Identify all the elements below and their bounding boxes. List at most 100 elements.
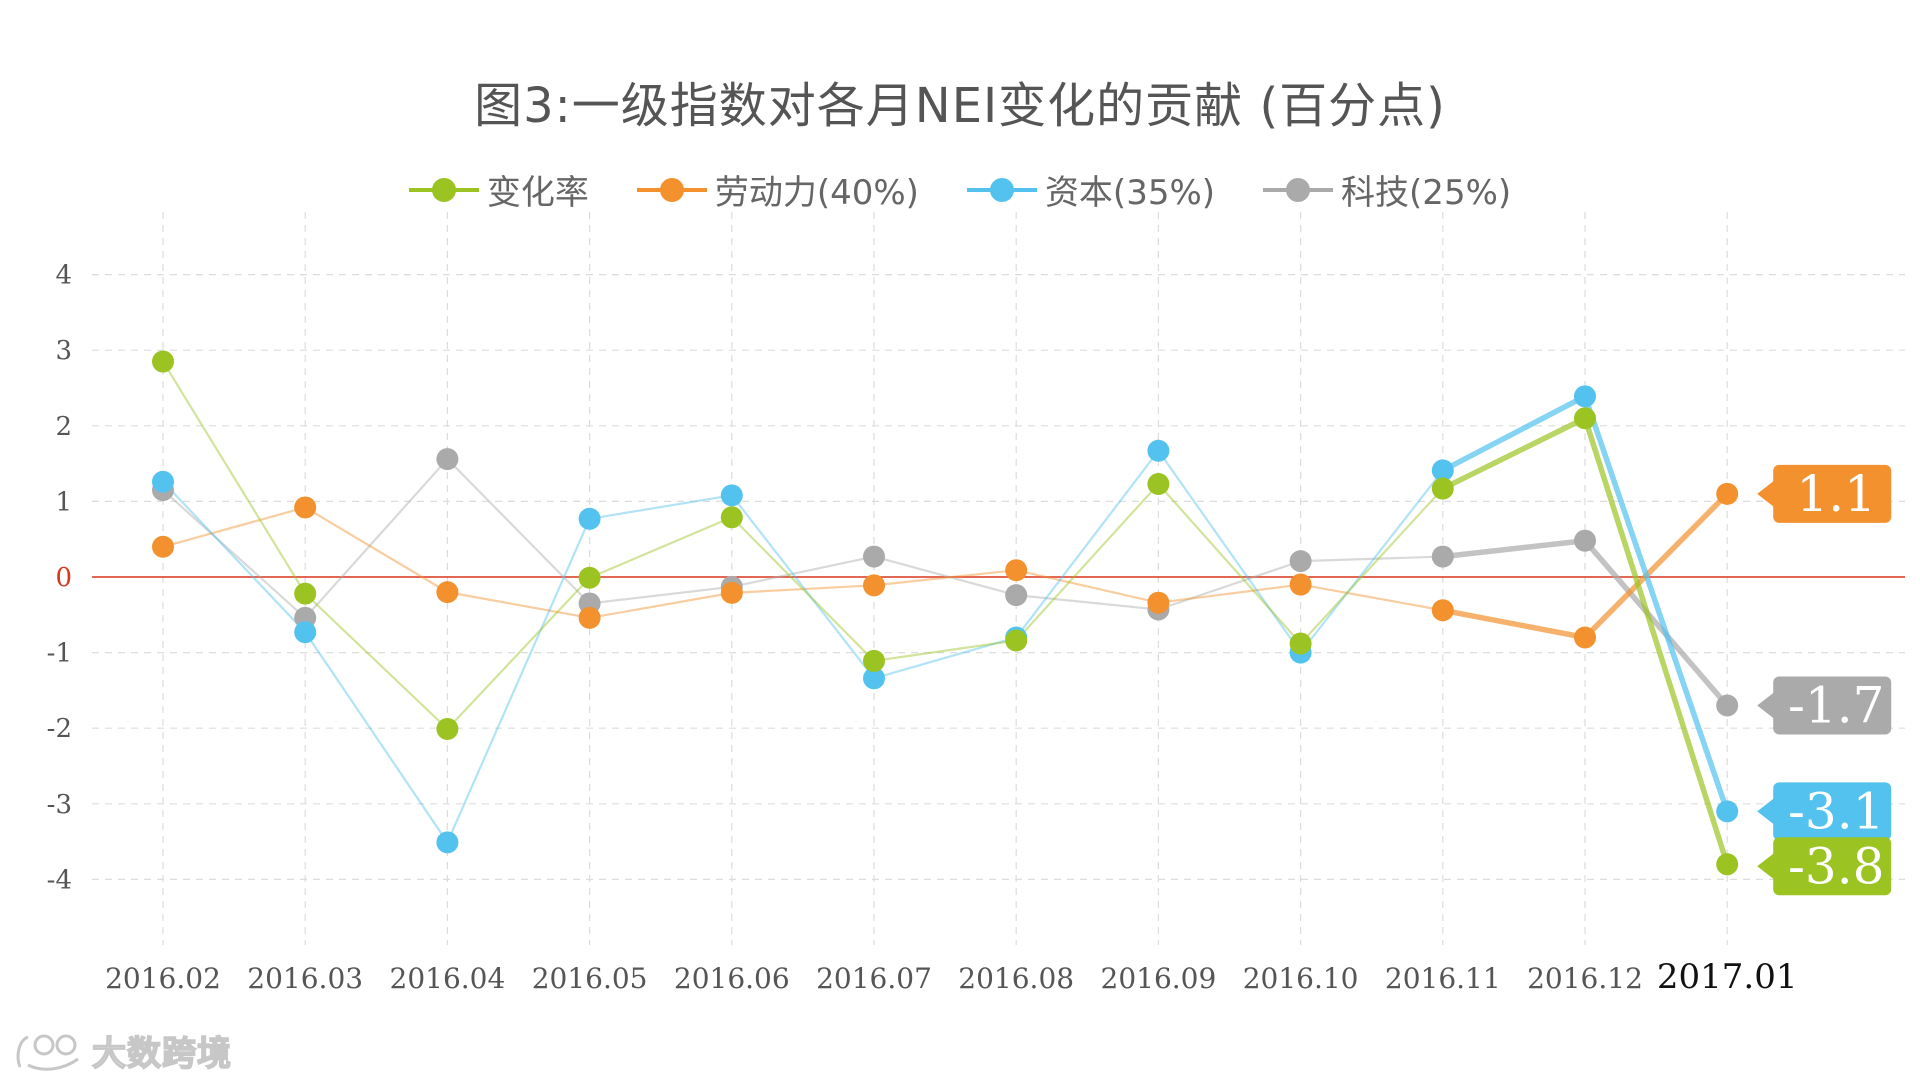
watermark-text: 大数跨境 xyxy=(91,1033,232,1075)
x-tick-label: 2016.12 xyxy=(1527,962,1643,995)
legend-label: 劳动力(40%) xyxy=(714,173,919,213)
x-tick-label: 2017.01 xyxy=(1657,957,1798,997)
x-tick-label: 2016.02 xyxy=(105,962,221,995)
data-point[interactable] xyxy=(1716,853,1739,876)
data-point[interactable] xyxy=(863,649,885,672)
data-point[interactable] xyxy=(1147,591,1170,614)
x-tick-label: 2016.09 xyxy=(1101,962,1217,995)
y-tick-label: -3 xyxy=(47,790,72,820)
series-line-segment xyxy=(1440,537,1588,560)
series-line-segment xyxy=(446,591,591,619)
series-line-segment xyxy=(730,584,876,594)
x-tick-label: 2016.11 xyxy=(1385,962,1501,995)
y-tick-label: 2 xyxy=(55,412,72,442)
series-line-segment xyxy=(304,506,449,594)
data-point[interactable] xyxy=(1716,482,1739,505)
y-tick-label: -2 xyxy=(47,714,72,744)
y-tick-label: 1 xyxy=(55,487,72,517)
x-tick-label: 2016.04 xyxy=(390,962,506,995)
data-point[interactable] xyxy=(1574,385,1596,408)
data-point[interactable] xyxy=(436,581,459,604)
data-point[interactable] xyxy=(1289,632,1312,655)
series-line-segment xyxy=(446,457,591,605)
series-line-segment xyxy=(1582,393,1730,815)
series-line-segment xyxy=(1582,415,1730,868)
series-line-segment xyxy=(304,457,449,619)
series-line-segment xyxy=(1299,583,1444,612)
legend-swatch xyxy=(408,177,479,202)
data-point[interactable] xyxy=(436,831,459,854)
data-point[interactable] xyxy=(1147,439,1170,462)
data-point[interactable] xyxy=(436,448,459,471)
data-point[interactable] xyxy=(1431,545,1454,568)
data-point[interactable] xyxy=(1431,459,1454,482)
watermark-logo-icon xyxy=(16,1034,79,1071)
series-line-segment xyxy=(1015,594,1160,611)
grid xyxy=(92,212,1905,945)
series-line-segment xyxy=(304,631,449,844)
data-point[interactable] xyxy=(1289,573,1312,596)
data-point[interactable] xyxy=(578,566,601,589)
data-point[interactable] xyxy=(152,470,174,493)
data-point[interactable] xyxy=(152,535,174,558)
data-point[interactable] xyxy=(1289,550,1312,573)
legend-label: 变化率 xyxy=(486,173,589,213)
x-tick-label: 2016.07 xyxy=(816,962,932,995)
data-point[interactable] xyxy=(578,507,601,530)
data-point[interactable] xyxy=(436,717,459,740)
series-line-segment xyxy=(588,591,733,619)
y-tick-label: 4 xyxy=(55,261,72,291)
series-line-segment xyxy=(872,636,1018,680)
x-tick-label: 2016.05 xyxy=(532,962,648,995)
series-line-segment xyxy=(730,494,876,680)
data-point[interactable] xyxy=(1147,473,1170,496)
series-line-segment xyxy=(1440,393,1588,474)
series-line-segment xyxy=(588,585,733,605)
series-line-segment xyxy=(161,480,307,634)
legend-swatch xyxy=(1263,177,1334,202)
data-point[interactable] xyxy=(1431,477,1454,500)
series xyxy=(152,350,1739,876)
series-line-segment xyxy=(1299,487,1444,645)
chart-title: 图3:一级指数对各月NEI变化的贡献 (百分点) xyxy=(474,78,1446,134)
data-point[interactable] xyxy=(1574,626,1596,649)
y-tick-label: 0 xyxy=(55,563,72,593)
series-line-segment xyxy=(161,360,307,595)
axes: 4 3 2 1 0 -1 -2 -3 -4 2016.02 2016.03 2016.04 2016.0… xyxy=(47,261,1905,997)
data-point[interactable] xyxy=(294,582,317,605)
data-point[interactable] xyxy=(1005,559,1028,582)
data-point[interactable] xyxy=(863,667,885,690)
series-line-segment xyxy=(304,592,449,731)
data-point[interactable] xyxy=(863,545,885,568)
legend-item-labor[interactable]: 劳动力(40%) xyxy=(636,165,919,214)
data-point[interactable] xyxy=(720,484,743,507)
series-line-segment xyxy=(1157,449,1302,654)
data-point[interactable] xyxy=(578,606,601,629)
data-point[interactable] xyxy=(1574,407,1596,430)
data-point[interactable] xyxy=(1574,529,1596,552)
data-point[interactable] xyxy=(1431,599,1454,622)
data-point[interactable] xyxy=(294,621,317,644)
legend-label: 科技(25%) xyxy=(1341,173,1512,213)
end-value-label: 1.1 xyxy=(1757,464,1892,523)
legend-item-capital[interactable]: 资本(35%) xyxy=(966,165,1215,214)
end-value-text: -3.1 xyxy=(1788,782,1884,840)
data-point[interactable] xyxy=(720,506,743,529)
series-line-segment xyxy=(1299,555,1444,563)
data-point[interactable] xyxy=(294,496,317,519)
data-point[interactable] xyxy=(152,350,174,373)
y-tick-label: -1 xyxy=(47,639,72,669)
series-line-segment xyxy=(1015,569,1160,604)
series-line-segment xyxy=(1440,607,1588,641)
data-point[interactable] xyxy=(1005,629,1028,652)
end-labels: 1.1 -1.7 -3.1-3.8 xyxy=(1757,464,1892,896)
data-point[interactable] xyxy=(1716,800,1739,823)
data-point[interactable] xyxy=(863,574,885,597)
data-point[interactable] xyxy=(1005,584,1028,607)
data-point[interactable] xyxy=(720,581,743,604)
legend-item-change-rate[interactable]: 变化率 xyxy=(408,165,589,214)
legend-item-technology[interactable]: 科技(25%) xyxy=(1263,165,1511,214)
series-line-segment xyxy=(1157,560,1302,611)
data-point[interactable] xyxy=(1716,694,1739,717)
